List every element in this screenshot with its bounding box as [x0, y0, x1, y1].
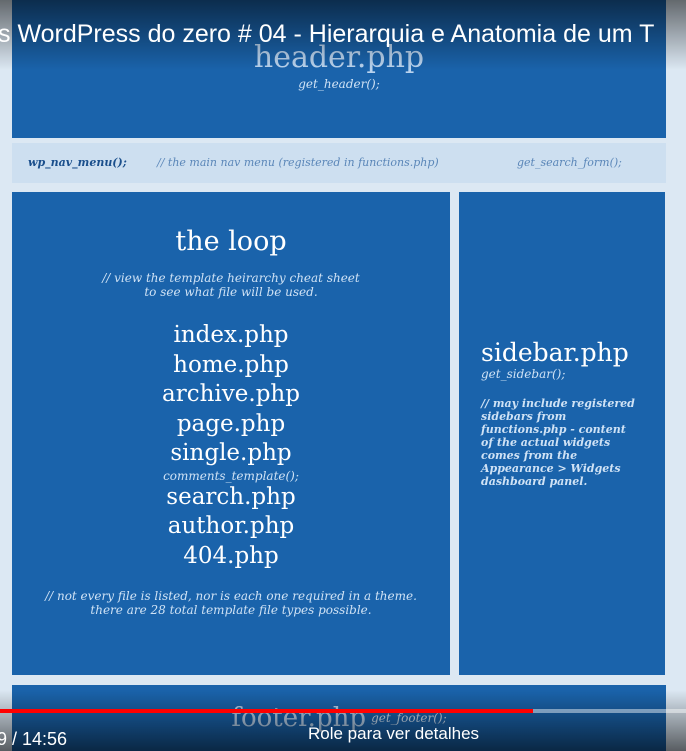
comments-call: comments_template(); [163, 468, 299, 483]
file-list: index.php home.php archive.php page.php sing… [12, 321, 450, 571]
video-title: s WordPress do zero # 04 - Hierarquia e … [0, 0, 686, 70]
template-file: 404.php [183, 542, 279, 569]
loop-comment: // view the template heirarchy cheat she… [102, 271, 360, 299]
template-file: search.php [166, 483, 296, 510]
loop-title: the loop [175, 226, 287, 257]
progress-played [0, 709, 533, 713]
sidebar-comment: // may include registered sidebars from … [481, 397, 635, 488]
player-controls [0, 690, 686, 751]
header-call: get_header(); [298, 77, 380, 91]
search-call: get_search_form(); [517, 156, 622, 169]
template-file: single.php [170, 440, 292, 466]
template-file: archive.php [162, 381, 300, 407]
time-display: 9 / 14:56 [0, 729, 68, 749]
template-file: index.php [173, 322, 289, 348]
loop-box: the loop // view the template heirarchy … [12, 192, 450, 675]
sidebar-title: sidebar.php [481, 338, 629, 367]
nav-bar: wp_nav_menu(); // the main nav menu (reg… [12, 143, 666, 183]
sidebar-call: get_sidebar(); [481, 367, 566, 381]
nav-call: wp_nav_menu(); [28, 156, 127, 169]
scroll-hint[interactable]: Role para ver detalhes [308, 724, 480, 743]
sidebar-box: sidebar.php get_sidebar(); // may includ… [459, 192, 665, 675]
loop-note: // not every file is listed, nor is each… [45, 589, 417, 617]
template-file: author.php [167, 513, 295, 539]
nav-comment: // the main nav menu (registered in func… [157, 156, 439, 169]
template-file: home.php [173, 351, 289, 378]
template-file: page.php [176, 410, 286, 437]
